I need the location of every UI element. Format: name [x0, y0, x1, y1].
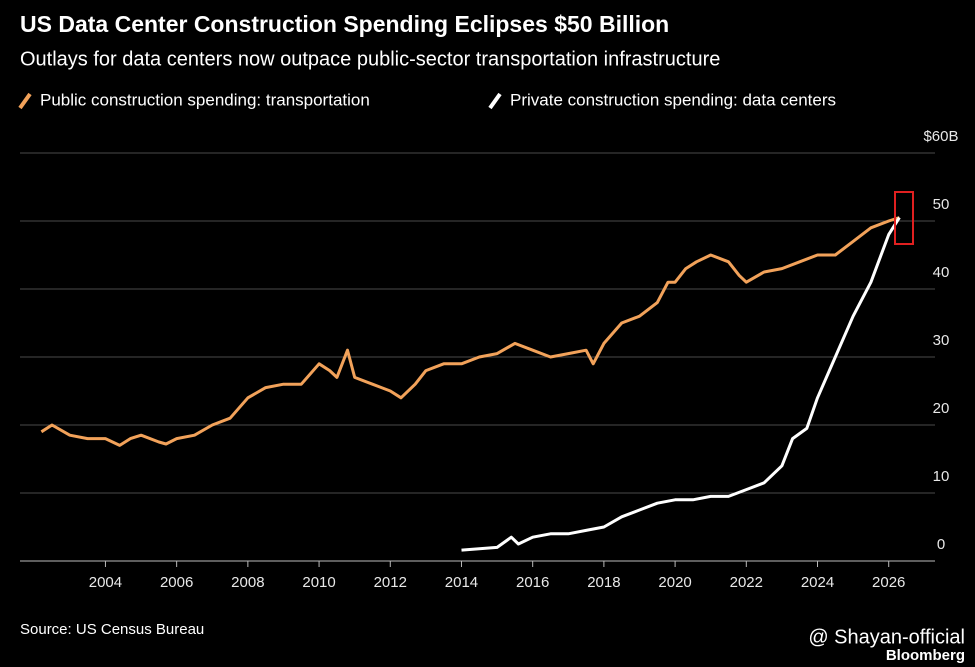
brand: Bloomberg [886, 647, 965, 664]
legend-label: Public construction spending: transporta… [40, 90, 370, 109]
x-tick-label: 2014 [445, 574, 478, 591]
x-tick-label: 2024 [801, 574, 834, 591]
x-tick-label: 2010 [302, 574, 335, 591]
chart-subtitle: Outlays for data centers now outpace pub… [20, 48, 720, 70]
y-tick-label: 10 [933, 468, 950, 485]
series-line [40, 216, 900, 447]
x-tick-label: 2008 [231, 574, 264, 591]
source: Source: US Census Bureau [20, 621, 204, 638]
x-tick-label: 2016 [516, 574, 549, 591]
series-line [461, 216, 901, 552]
y-tick-label: 0 [937, 536, 945, 553]
y-tick-label: $60B [923, 128, 958, 145]
x-tick-label: 2018 [587, 574, 620, 591]
y-tick-label: 40 [933, 264, 950, 281]
chart-title: US Data Center Construction Spending Ecl… [20, 11, 669, 37]
x-tick-label: 2012 [374, 574, 407, 591]
watermark: @ Shayan-official [808, 626, 965, 648]
legend-label: Private construction spending: data cent… [510, 90, 836, 109]
y-tick-label: 20 [933, 400, 950, 417]
legend-swatch [18, 92, 32, 110]
x-tick-label: 2004 [89, 574, 122, 591]
x-tick-label: 2026 [872, 574, 905, 591]
y-tick-label: 30 [933, 332, 950, 349]
y-tick-label: 50 [933, 196, 950, 213]
highlight-box [894, 191, 914, 245]
x-tick-label: 2020 [658, 574, 691, 591]
legend-swatch [488, 92, 502, 110]
x-tick-label: 2022 [730, 574, 763, 591]
x-tick-label: 2006 [160, 574, 193, 591]
